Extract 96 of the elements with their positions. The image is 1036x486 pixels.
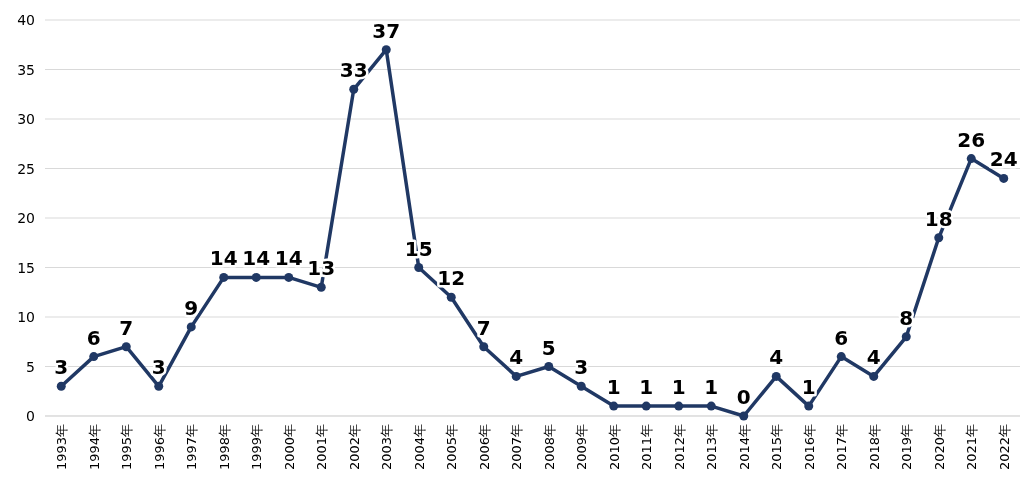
point — [999, 173, 1009, 183]
y-tick-label: 20 — [17, 210, 35, 226]
point — [804, 401, 814, 411]
x-tick-label: 2004年 — [411, 424, 427, 471]
data-label: 6 — [86, 325, 101, 350]
data-label: 14 — [242, 246, 271, 271]
x-tick-label: 2020年 — [931, 424, 947, 471]
x-tick-label: 2014年 — [736, 424, 752, 471]
data-label: 33 — [339, 58, 368, 83]
x-tick-label: 1995年 — [119, 424, 135, 471]
x-tick-label: 1993年 — [54, 424, 70, 471]
data-label: 37 — [372, 18, 401, 43]
point — [739, 411, 749, 421]
point — [349, 84, 359, 94]
y-tick-label: 25 — [17, 160, 35, 177]
point — [446, 292, 456, 302]
x-tick-label: 2006年 — [476, 424, 492, 471]
point — [284, 272, 294, 282]
data-label: 24 — [989, 147, 1018, 172]
data-label: 4 — [509, 345, 524, 370]
y-tick-label: 0 — [26, 408, 35, 424]
y-tick-label: 30 — [17, 111, 35, 127]
data-label: 1 — [704, 375, 719, 400]
x-tick-label: 2022年 — [996, 424, 1012, 471]
data-label: 1 — [671, 375, 686, 400]
point — [934, 233, 944, 243]
point — [381, 45, 391, 55]
x-tick-label: 2012年 — [671, 424, 687, 471]
data-label: 1 — [606, 375, 621, 400]
x-tick-label: 2021年 — [964, 424, 980, 471]
y-tick-label: 5 — [26, 358, 35, 375]
point — [771, 371, 781, 381]
point — [674, 401, 684, 411]
x-tick-label: 2001年 — [314, 424, 330, 471]
data-label: 0 — [736, 385, 751, 409]
point — [901, 332, 911, 342]
data-label: 7 — [476, 315, 491, 340]
point — [966, 154, 976, 164]
x-tick-label: 2005年 — [444, 424, 460, 471]
point — [479, 342, 489, 352]
x-tick-label: 1999年 — [249, 424, 265, 471]
data-label: 26 — [957, 127, 986, 152]
data-label: 8 — [899, 305, 914, 330]
point — [641, 401, 651, 411]
data-label: 12 — [437, 266, 466, 291]
point — [251, 272, 261, 282]
y-tick-label: 10 — [17, 309, 35, 325]
x-tick-label: 1996年 — [151, 424, 167, 471]
x-tick-label: 2018年 — [866, 424, 882, 471]
data-label: 3 — [574, 355, 589, 380]
point — [154, 381, 164, 391]
point — [121, 342, 131, 352]
x-tick-label: 2003年 — [379, 424, 395, 471]
data-label: 1 — [639, 375, 654, 400]
point — [219, 272, 229, 282]
x-tick-label: 2019年 — [899, 424, 915, 471]
x-tick-label: 2008年 — [541, 424, 557, 471]
x-tick-label: 1994年 — [86, 424, 102, 471]
point — [836, 352, 846, 362]
data-label: 1 — [801, 375, 816, 400]
x-tick-label: 2010年 — [606, 424, 622, 471]
x-tick-label: 2009年 — [574, 424, 590, 471]
point — [576, 381, 586, 391]
data-label: 5 — [541, 335, 556, 360]
x-tick-label: 1998年 — [216, 424, 232, 471]
data-label: 7 — [119, 315, 134, 340]
x-tick-label: 2011年 — [639, 424, 655, 471]
y-tick-label: 40 — [17, 12, 35, 28]
y-tick-label: 15 — [17, 259, 35, 276]
point — [544, 362, 554, 371]
x-tick-label: 2000年 — [281, 424, 297, 471]
data-label: 3 — [54, 355, 69, 380]
x-tick-label: 2007年 — [509, 424, 525, 471]
data-label: 4 — [866, 345, 881, 370]
point — [316, 282, 326, 292]
x-tick-label: 1997年 — [184, 424, 200, 471]
data-label: 6 — [834, 325, 849, 350]
y-tick-label: 35 — [17, 61, 35, 78]
point — [186, 322, 196, 332]
data-label: 14 — [274, 246, 303, 271]
point — [89, 352, 99, 362]
x-tick-label: 2017年 — [834, 424, 850, 471]
point — [706, 401, 716, 411]
x-tick-label: 2015年 — [769, 424, 785, 471]
data-label: 9 — [184, 295, 199, 320]
point — [609, 401, 619, 411]
data-label: 3 — [151, 355, 166, 380]
data-label: 14 — [209, 246, 238, 271]
point — [56, 381, 66, 391]
x-tick-label: 2013年 — [704, 424, 720, 471]
point — [511, 371, 521, 381]
point — [869, 371, 879, 381]
x-tick-label: 2002年 — [346, 424, 362, 471]
data-label: 4 — [769, 345, 784, 370]
point — [414, 263, 424, 272]
x-tick-label: 2016年 — [801, 424, 817, 471]
